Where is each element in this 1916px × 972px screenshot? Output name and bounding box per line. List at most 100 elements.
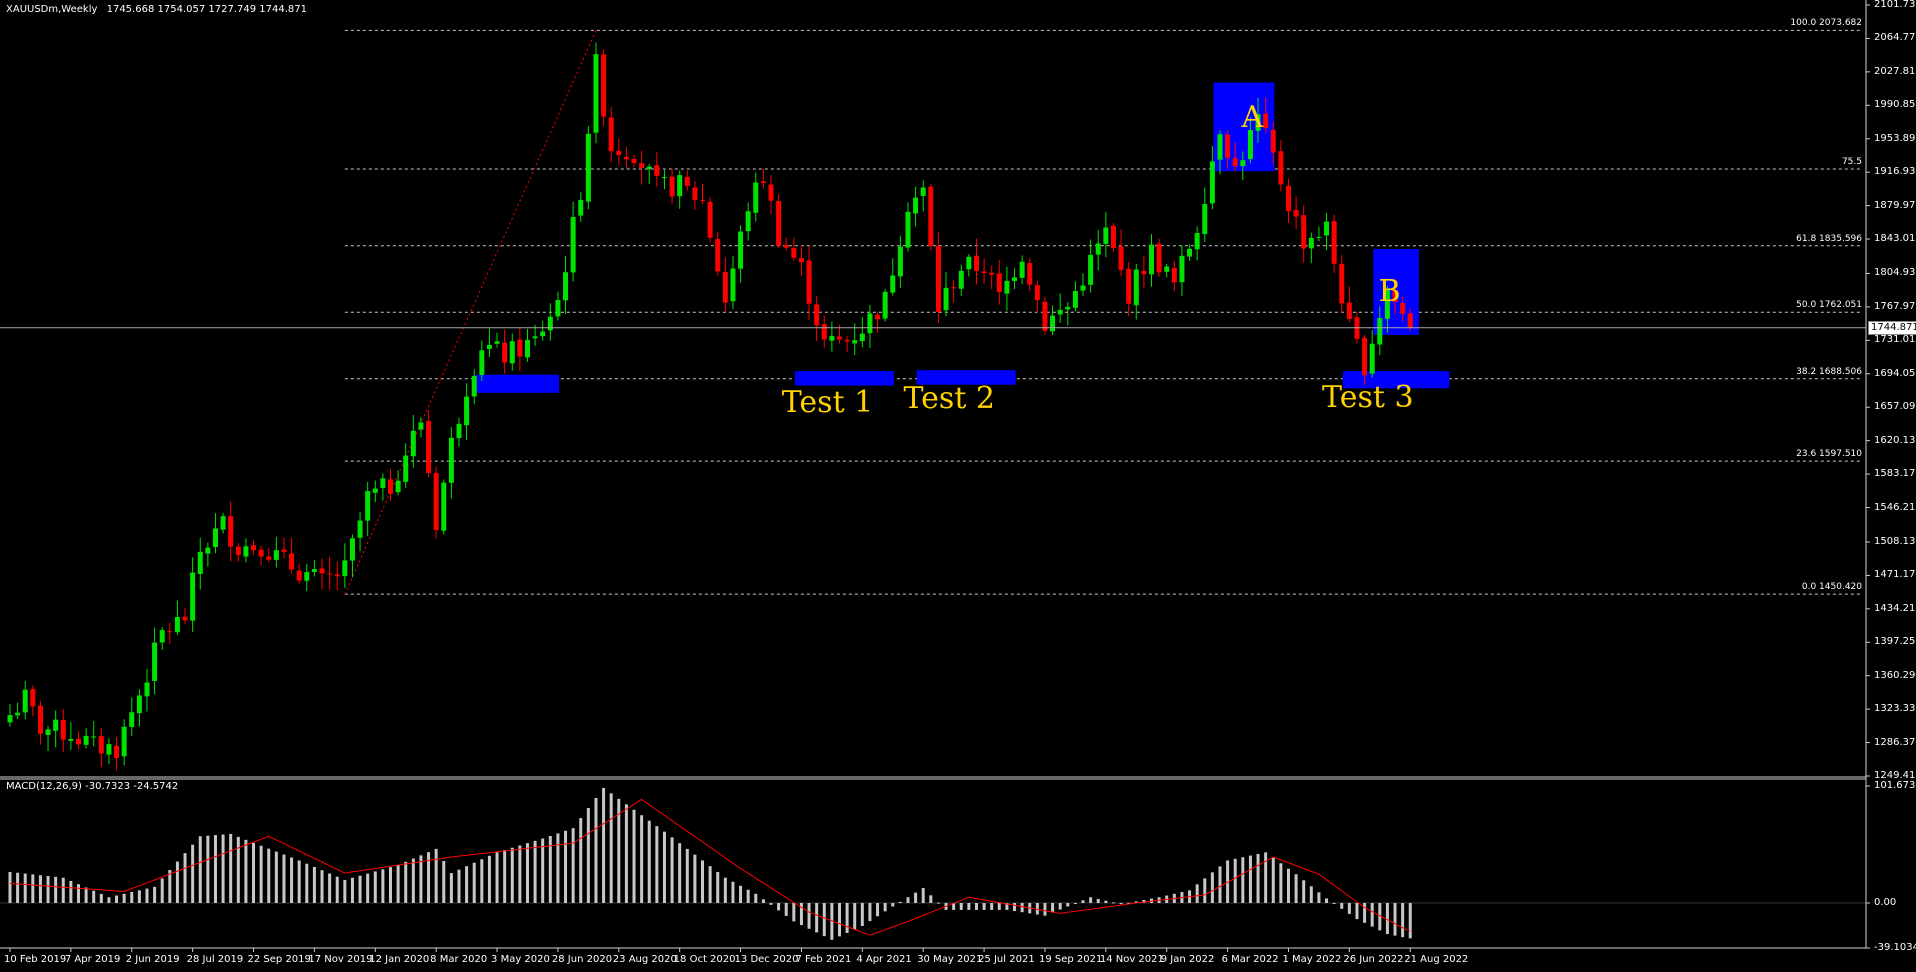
macd-histogram-bar bbox=[716, 871, 720, 903]
candle-body bbox=[1141, 270, 1147, 275]
candle-body bbox=[1156, 243, 1162, 273]
candle-body bbox=[7, 715, 13, 723]
candle-body bbox=[327, 573, 333, 575]
candle-body bbox=[296, 570, 302, 581]
candle-body bbox=[45, 729, 51, 735]
macd-histogram-bar bbox=[784, 903, 788, 916]
fib-level-label: 38.2 1688.506 bbox=[1796, 366, 1862, 377]
candle-body bbox=[768, 184, 774, 201]
macd-histogram-bar bbox=[290, 857, 294, 903]
candle-body bbox=[174, 617, 180, 633]
time-tick-label: 10 Feb 2019 bbox=[4, 954, 67, 965]
macd-histogram-bar bbox=[571, 828, 575, 903]
macd-histogram-bar bbox=[609, 793, 613, 903]
candle-body bbox=[486, 344, 492, 349]
time-tick-label: 9 Jan 2022 bbox=[1160, 954, 1215, 965]
time-tick-label: 14 Nov 2021 bbox=[1099, 954, 1164, 965]
macd-histogram-bar bbox=[860, 903, 864, 927]
macd-histogram-bar bbox=[244, 839, 248, 903]
macd-signal-line bbox=[9, 798, 1411, 936]
macd-histogram-bar bbox=[8, 871, 12, 903]
price-tick-label: 1397.250 bbox=[1874, 636, 1916, 648]
macd-histogram-bar bbox=[1051, 903, 1055, 913]
candle-body bbox=[661, 177, 667, 179]
macd-histogram-bar bbox=[959, 903, 963, 910]
macd-histogram-bar bbox=[38, 875, 42, 903]
candle-body bbox=[136, 695, 142, 714]
candle-body bbox=[1012, 277, 1018, 281]
macd-histogram-bar bbox=[335, 876, 339, 903]
candle-body bbox=[1179, 255, 1185, 283]
symbol-name: XAUUSDm,Weekly bbox=[6, 4, 98, 15]
macd-histogram-bar bbox=[457, 869, 461, 903]
macd-histogram-bar bbox=[586, 808, 590, 903]
candle-body bbox=[1088, 254, 1094, 285]
macd-histogram-bar bbox=[54, 876, 58, 903]
candle-body bbox=[1118, 246, 1124, 270]
macd-histogram-bar bbox=[830, 903, 834, 940]
macd-histogram-bar bbox=[769, 903, 773, 905]
candle-body bbox=[190, 572, 196, 621]
support-zones[interactable] bbox=[475, 82, 1450, 393]
macd-histogram-bar bbox=[525, 843, 529, 903]
candle-body bbox=[1392, 290, 1398, 302]
candle-body bbox=[1194, 233, 1200, 250]
candle-body bbox=[91, 736, 97, 738]
macd-panel bbox=[0, 787, 1866, 940]
candle-body bbox=[1095, 243, 1101, 255]
time-tick-label: 22 Sep 2019 bbox=[247, 954, 311, 965]
candle-body bbox=[951, 287, 957, 289]
candle-body bbox=[616, 150, 622, 155]
macd-histogram-bar bbox=[1355, 903, 1359, 920]
candle-body bbox=[532, 336, 538, 339]
macd-histogram-bar bbox=[503, 850, 507, 903]
fib-level-label: 100.0 2073.682 bbox=[1790, 18, 1862, 29]
candle-body bbox=[205, 547, 211, 554]
candle-body bbox=[829, 335, 835, 341]
candle-body bbox=[68, 739, 74, 741]
candle-body bbox=[966, 256, 972, 270]
candle-body bbox=[228, 516, 234, 547]
candle-body bbox=[1126, 268, 1132, 304]
macd-histogram-bar bbox=[898, 901, 902, 903]
candle-body bbox=[167, 631, 173, 633]
candle-body bbox=[867, 313, 873, 334]
candle-body bbox=[1232, 158, 1238, 167]
price-tick-label: 1360.290 bbox=[1874, 669, 1916, 681]
candle-body bbox=[722, 272, 728, 303]
macd-histogram-bar bbox=[122, 893, 126, 903]
macd-histogram-bar bbox=[1363, 903, 1367, 923]
candle-body bbox=[311, 569, 317, 573]
candle-body bbox=[1339, 263, 1345, 304]
macd-histogram-bar bbox=[891, 903, 895, 907]
macd-histogram-bar bbox=[1401, 903, 1405, 938]
fibonacci-retracement[interactable] bbox=[344, 29, 1862, 595]
candle-body bbox=[570, 216, 576, 273]
time-tick-label: 19 Sep 2021 bbox=[1038, 954, 1103, 965]
macd-histogram-bar bbox=[427, 852, 431, 903]
macd-histogram-bar bbox=[685, 848, 689, 903]
candle-body bbox=[1133, 269, 1139, 306]
candle-body bbox=[98, 736, 104, 754]
chart-annotation-label: B bbox=[1378, 274, 1401, 310]
candle-body bbox=[349, 538, 355, 561]
macd-histogram-bar bbox=[936, 902, 940, 904]
macd-histogram-bar bbox=[746, 889, 750, 903]
price-tick-label: 1323.330 bbox=[1874, 703, 1916, 715]
candle-body bbox=[1171, 267, 1177, 283]
macd-histogram-bar bbox=[701, 860, 705, 903]
support-zone bbox=[475, 374, 560, 393]
macd-histogram-bar bbox=[876, 903, 880, 917]
candle-body bbox=[1293, 209, 1299, 217]
macd-histogram-bar bbox=[16, 872, 20, 903]
candle-body bbox=[30, 689, 36, 707]
macd-histogram-bar bbox=[1271, 857, 1275, 903]
macd-histogram-bar bbox=[624, 804, 628, 903]
candle-body bbox=[578, 199, 584, 216]
price-tick-label: 1508.130 bbox=[1874, 535, 1916, 547]
time-tick-label: 1 May 2022 bbox=[1282, 954, 1342, 965]
macd-histogram-bar bbox=[389, 867, 392, 903]
macd-histogram-bar bbox=[350, 877, 354, 903]
macd-histogram-bar bbox=[1279, 863, 1283, 903]
